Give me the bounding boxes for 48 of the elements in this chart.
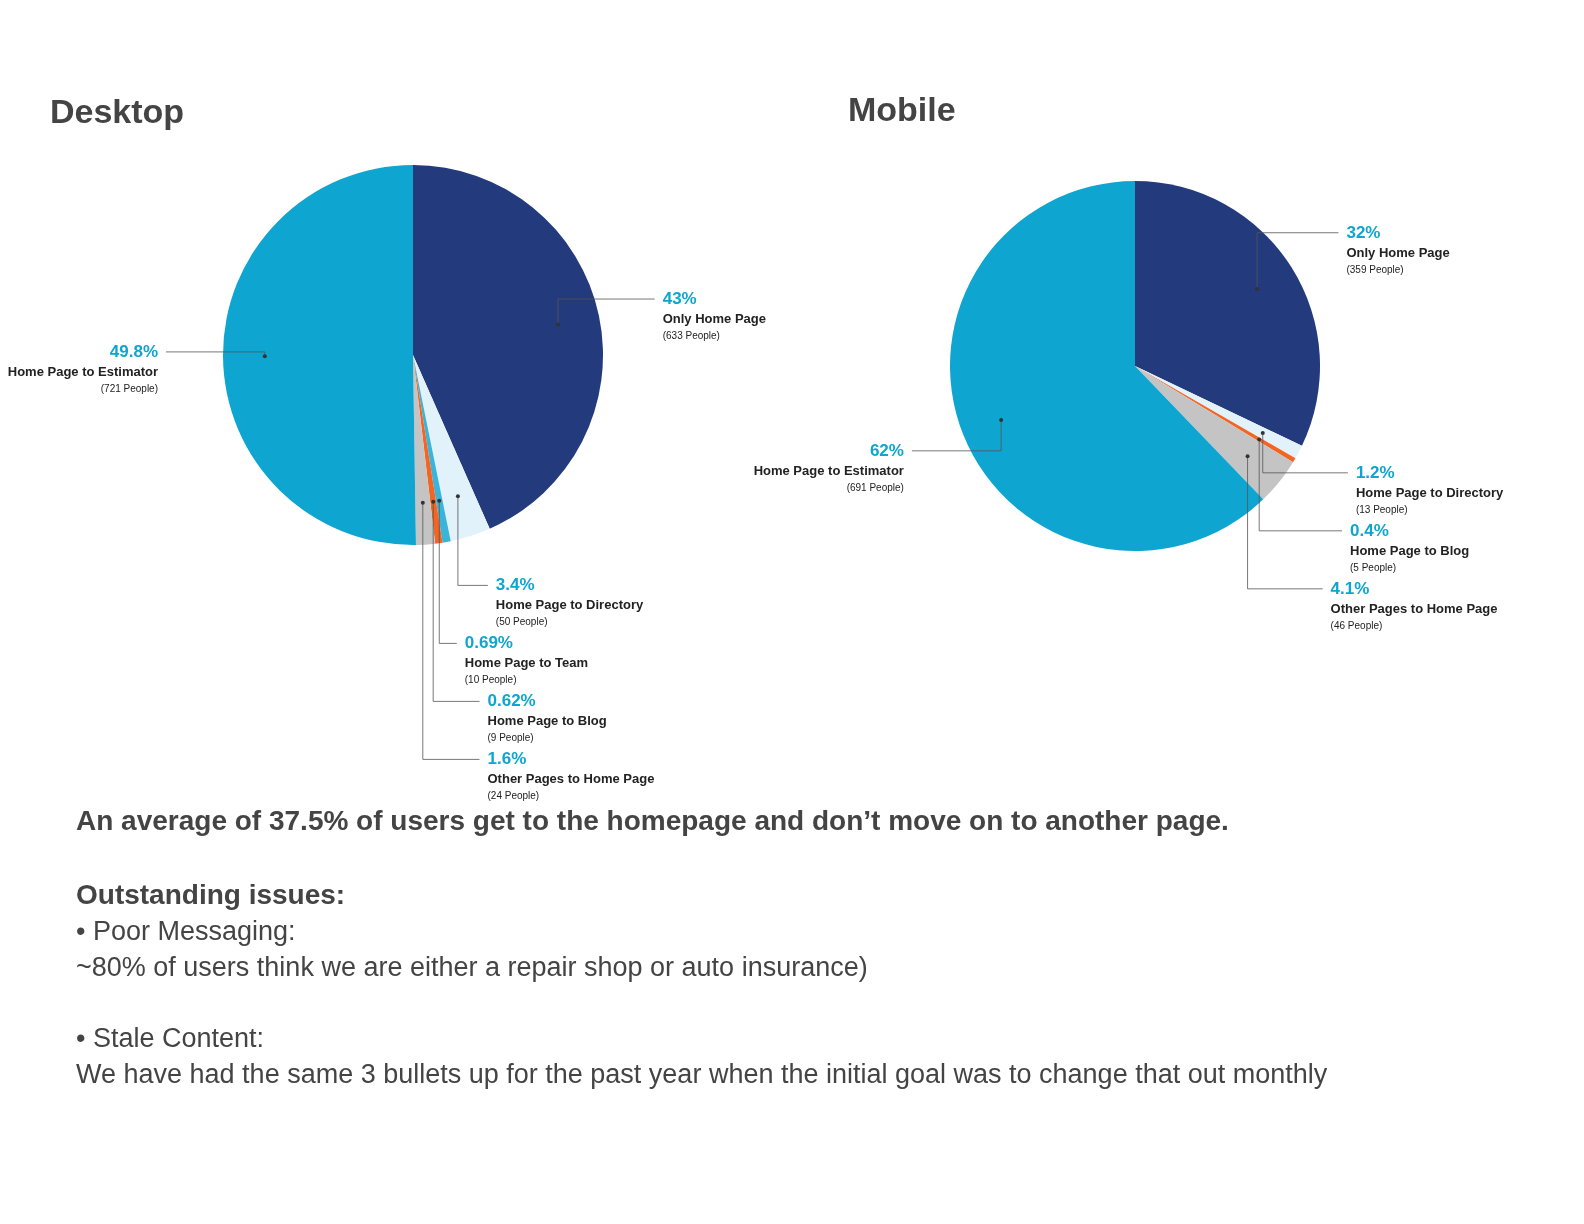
text: Outstanding issues: [76, 879, 346, 910]
text: • Poor Messaging: [76, 916, 296, 946]
slice-label: Home Page to Estimator [7, 363, 159, 379]
data-label: 62% [869, 440, 904, 460]
slice-label: Home Page to Blog [1350, 542, 1470, 558]
data-label: 49.8% [109, 341, 159, 361]
pie-slice [950, 181, 1264, 551]
slice-label: Other Pages to Home Page [1330, 600, 1498, 616]
text: (46 People) [1330, 619, 1383, 631]
text: We have had the same 3 bullets up for the past year when the initial goal was to change that out monthly [76, 1059, 1328, 1089]
slice-label: Home Page to Estimator [753, 462, 904, 478]
text: (50 People) [495, 616, 548, 628]
text: (721 People) [100, 382, 159, 394]
data-label: 4.1% [1330, 578, 1370, 598]
text: (9 People) [487, 732, 534, 744]
chart-title: Mobile [848, 90, 956, 128]
data-label: 3.4% [495, 575, 535, 595]
text: (633 People) [662, 330, 720, 342]
text: (10 People) [464, 674, 517, 686]
slice-label: Home Page to Team [464, 655, 589, 671]
slice-label: Home Page to Directory [495, 597, 644, 613]
text: ~80% of users think we are either a repair shop or auto insurance) [76, 952, 868, 982]
data-label: 1.2% [1355, 462, 1395, 482]
data-label: 43% [662, 289, 697, 309]
text: • Stale Content: [76, 1023, 265, 1053]
data-label: 0.69% [464, 633, 513, 653]
pie-slice [1135, 366, 1294, 500]
slice-label: Only Home Page [1346, 244, 1450, 260]
text: An average of 37.5% of users get to the homepage and don’t move on to another page. [76, 805, 1229, 836]
data-label: 32% [1346, 222, 1381, 242]
chart-title: Desktop [50, 92, 185, 130]
text: (24 People) [487, 790, 540, 802]
text: (359 People) [1346, 263, 1404, 275]
data-label: 0.62% [487, 691, 536, 711]
slice-label: Other Pages to Home Page [487, 771, 655, 787]
data-label: 0.4% [1350, 520, 1389, 540]
slice-label: Only Home Page [662, 311, 766, 327]
pie-slice [223, 165, 416, 545]
text: (5 People) [1350, 561, 1397, 573]
text: (13 People) [1355, 503, 1408, 515]
data-label: 1.6% [487, 749, 527, 769]
pie-slice [1135, 181, 1320, 446]
pie-slice [413, 165, 603, 529]
pie-slice [413, 355, 443, 544]
pie-slice [413, 355, 490, 542]
slice-label: Home Page to Blog [487, 713, 607, 729]
text: (691 People) [846, 481, 904, 493]
slice-label: Home Page to Directory [1355, 484, 1505, 500]
